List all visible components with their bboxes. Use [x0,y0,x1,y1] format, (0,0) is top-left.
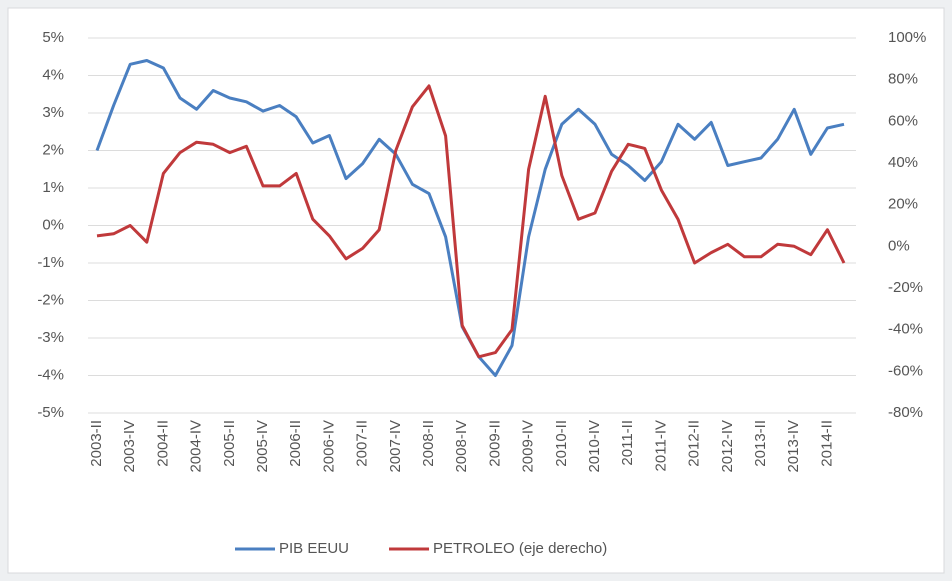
y-tick-label: -1% [37,254,64,271]
y2-tick-label: 100% [888,29,926,46]
y2-tick-label: -20% [888,279,923,296]
x-tick-label: 2007-IV [387,420,404,473]
x-tick-label: 2010-II [553,420,570,467]
x-tick-label: 2013-II [752,420,769,467]
x-tick-label: 2008-IV [453,420,470,473]
data-line [96,84,846,359]
y-tick-label: -2% [37,291,64,308]
chart-panel [7,7,945,574]
x-tick-label: 2011-II [619,420,636,466]
x-tick-label: 2005-IV [254,420,271,473]
y2-tick-label: 0% [888,237,910,254]
x-tick-label: 2004-IV [188,420,205,473]
x-tick-label: 2003-II [88,420,105,467]
legend-label: PIB EEUU [279,540,349,557]
y-tick-label: 1% [42,179,64,196]
x-tick-label: 2005-II [221,420,238,467]
y2-tick-label: 80% [888,71,918,88]
y-tick-label: -4% [37,366,64,383]
y-tick-label: -5% [37,404,64,421]
y2-tick-label: -40% [888,321,923,338]
y-tick-label: 2% [42,141,64,158]
y-tick-label: 4% [42,66,64,83]
x-tick-label: 2013-IV [785,420,802,473]
x-tick-label: 2003-IV [121,420,138,473]
x-tick-label: 2011-IV [652,420,669,471]
x-tick-label: 2012-IV [719,420,736,473]
y-tick-label: 5% [42,29,64,46]
x-tick-label: 2006-II [287,420,304,467]
y2-tick-label: 40% [888,154,918,171]
y-tick-label: 3% [42,104,64,121]
x-tick-label: 2007-II [354,420,371,467]
y-tick-label: 0% [42,216,64,233]
legend-label: PETROLEO (eje derecho) [433,540,607,557]
x-tick-label: 2012-II [686,420,703,467]
x-tick-label: 2006-IV [320,420,337,473]
y2-tick-label: -60% [888,362,923,379]
x-tick-label: 2014-II [818,420,835,467]
x-tick-label: 2004-II [154,420,171,467]
y-tick-label: -3% [37,329,64,346]
x-tick-label: 2009-IV [520,420,537,473]
x-tick-label: 2009-II [486,420,503,467]
y2-tick-label: -80% [888,404,923,421]
x-tick-label: 2008-II [420,420,437,467]
y2-tick-label: 60% [888,112,918,129]
x-tick-label: 2010-IV [586,420,603,473]
y2-tick-label: 20% [888,196,918,213]
